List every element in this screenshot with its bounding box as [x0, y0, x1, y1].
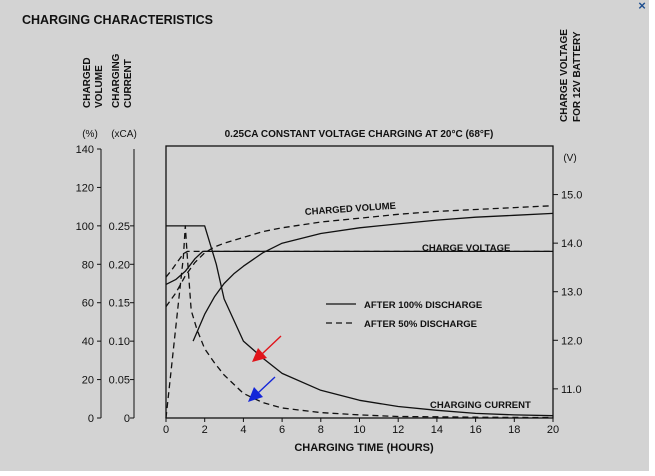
- legend: AFTER 100% DISCHARGE AFTER 50% DISCHARGE: [326, 300, 482, 330]
- volume-axis-unit: (%): [82, 129, 98, 140]
- close-icon[interactable]: ×: [638, 0, 646, 13]
- red-arrow-head: [252, 348, 267, 362]
- current-axis-label: CHARGING CURRENT: [111, 53, 134, 108]
- legend-entry-100: AFTER 100% DISCHARGE: [326, 300, 482, 311]
- charged-volume-label: CHARGED VOLUME: [304, 201, 396, 218]
- current-tick-label: 0.25: [109, 221, 130, 233]
- volume-axis-label-line-2: VOLUME: [94, 65, 105, 108]
- voltage-tick-label: 12.0: [561, 335, 582, 347]
- red-arrow: [252, 335, 282, 362]
- series-volume-50: [165, 205, 554, 307]
- plot-area: [165, 145, 554, 419]
- current-axis-label-line-2: CURRENT: [123, 59, 134, 108]
- x-tick-label: 0: [163, 424, 169, 436]
- series-current-50: [165, 225, 554, 419]
- current-axis-ticks: 0 0.05 0.10 0.15 0.20 0.25: [109, 221, 134, 425]
- chart-subtitle: 0.25CA CONSTANT VOLTAGE CHARGING AT 20°C…: [225, 129, 494, 140]
- legend-entry-50: AFTER 50% DISCHARGE: [326, 319, 477, 330]
- volume-tick-label: 40: [82, 336, 94, 348]
- current-tick-label: 0.10: [109, 336, 130, 348]
- x-axis-ticks: 0 2 4 6 8 10 12 14 16 18 20: [163, 418, 559, 436]
- volume-tick-label: 120: [76, 182, 94, 194]
- series-voltage-50: [165, 250, 553, 278]
- legend-label-100: AFTER 100% DISCHARGE: [364, 300, 482, 311]
- volume-tick-label: 20: [82, 375, 94, 387]
- volume-tick-label: 100: [76, 221, 94, 233]
- voltage-axis-ticks: 11.0 12.0 13.0 14.0 15.0: [553, 190, 582, 396]
- volume-axis-label-line-1: CHARGED: [82, 57, 93, 108]
- voltage-tick-label: 15.0: [561, 190, 582, 202]
- current-tick-label: 0: [124, 413, 130, 425]
- volume-tick-label: 80: [82, 259, 94, 271]
- voltage-axis-label: CHARGE VOLTAGE FOR 12V BATTERY: [559, 29, 583, 122]
- legend-label-50: AFTER 50% DISCHARGE: [364, 319, 477, 330]
- x-tick-label: 6: [279, 424, 285, 436]
- volume-axis-label: CHARGED VOLUME: [82, 57, 105, 108]
- series-lines: [165, 205, 554, 419]
- current-axis-unit: (xCA): [111, 129, 137, 140]
- voltage-tick-label: 14.0: [561, 238, 582, 250]
- volume-tick-label: 0: [88, 413, 94, 425]
- chart-title: CHARGING CHARACTERISTICS: [22, 13, 213, 27]
- x-tick-label: 12: [392, 424, 404, 436]
- series-voltage-100: [165, 250, 553, 285]
- voltage-tick-label: 11.0: [561, 384, 582, 396]
- x-tick-label: 2: [202, 424, 208, 436]
- blue-arrow-head: [248, 387, 263, 402]
- x-tick-label: 14: [431, 424, 443, 436]
- volume-tick-label: 140: [76, 144, 94, 156]
- voltage-axis-label-line-2: FOR 12V BATTERY: [572, 31, 583, 122]
- volume-axis-ticks: 0 20 40 60 80 100 120 140: [76, 144, 101, 425]
- x-tick-label: 10: [353, 424, 365, 436]
- x-axis-label: CHARGING TIME (HOURS): [294, 442, 434, 454]
- x-tick-label: 8: [318, 424, 324, 436]
- blue-arrow: [248, 376, 276, 402]
- series-volume-100: [192, 212, 554, 342]
- series-current-100: [166, 225, 554, 417]
- current-axis-label-line-1: CHARGING: [111, 53, 122, 108]
- voltage-tick-label: 13.0: [561, 287, 582, 299]
- charging-current-label: CHARGING CURRENT: [430, 400, 531, 411]
- current-tick-label: 0.20: [109, 259, 130, 271]
- blue-arrow-shaft: [257, 376, 276, 394]
- current-tick-label: 0.15: [109, 298, 130, 310]
- x-tick-label: 4: [240, 424, 246, 436]
- voltage-axis-label-line-1: CHARGE VOLTAGE: [559, 29, 570, 122]
- x-tick-label: 16: [469, 424, 481, 436]
- voltage-axis-unit: (V): [563, 153, 576, 164]
- volume-tick-label: 60: [82, 298, 94, 310]
- x-tick-label: 20: [547, 424, 559, 436]
- charge-voltage-label: CHARGE VOLTAGE: [422, 243, 510, 254]
- x-tick-label: 18: [508, 424, 520, 436]
- red-arrow-shaft: [261, 335, 282, 355]
- current-tick-label: 0.05: [109, 375, 130, 387]
